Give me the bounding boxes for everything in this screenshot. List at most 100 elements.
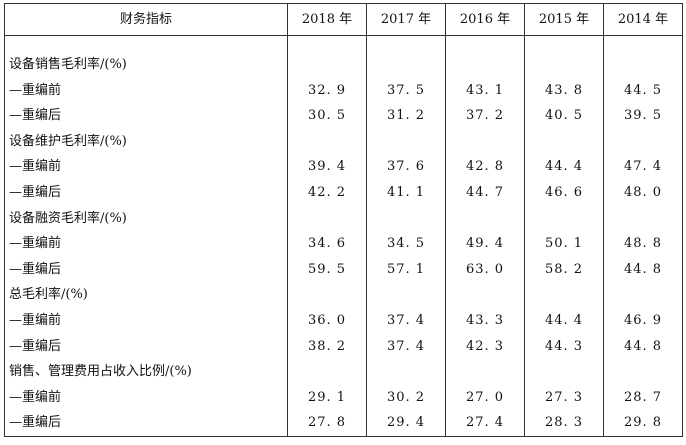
row-label: —重编后 xyxy=(4,410,288,437)
value-cell: 47. 4 xyxy=(603,154,683,180)
table-row: —重编后 42. 2 41. 1 44. 7 46. 6 48. 0 xyxy=(4,179,683,206)
row-label: —重编后 xyxy=(4,256,288,283)
value-cell xyxy=(287,205,367,232)
row-label: —重编前 xyxy=(4,77,288,104)
value-cell: 37. 2 xyxy=(445,103,525,129)
value-cell: 44. 5 xyxy=(603,77,683,104)
value-cell: 32. 9 xyxy=(287,77,367,104)
financial-table-container: 财务指标 2018 年 2017 年 2016 年 2015 年 2014 年 … xyxy=(4,3,683,437)
value-cell: 38. 2 xyxy=(287,333,367,360)
table-row: —重编后 59. 5 57. 1 63. 0 58. 2 44. 8 xyxy=(4,256,683,283)
value-cell xyxy=(445,359,525,385)
value-cell: 43. 3 xyxy=(445,307,525,334)
table-header-row: 财务指标 2018 年 2017 年 2016 年 2015 年 2014 年 xyxy=(4,3,683,36)
value-cell: 29. 1 xyxy=(287,384,367,411)
table-row: 总毛利率/(%) xyxy=(4,282,683,308)
table-row: —重编前 34. 6 34. 5 49. 4 50. 1 48. 8 xyxy=(4,231,683,257)
table-row: 设备维护毛利率/(%) xyxy=(4,128,683,155)
row-label: —重编前 xyxy=(4,154,288,180)
value-cell xyxy=(366,205,446,232)
row-label: 总毛利率/(%) xyxy=(4,282,288,308)
value-cell: 37. 4 xyxy=(366,333,446,360)
value-cell: 28. 7 xyxy=(603,384,683,411)
value-cell: 44. 8 xyxy=(603,333,683,360)
header-year: 2018 年 xyxy=(287,3,367,36)
value-cell xyxy=(366,282,446,308)
value-cell xyxy=(524,128,604,155)
value-cell: 49. 4 xyxy=(445,231,525,257)
value-cell: 34. 5 xyxy=(366,231,446,257)
value-cell xyxy=(287,359,367,385)
value-cell: 28. 3 xyxy=(524,410,604,437)
value-cell xyxy=(366,52,446,78)
value-cell xyxy=(445,52,525,78)
value-cell: 37. 6 xyxy=(366,154,446,180)
financial-metrics-table: 财务指标 2018 年 2017 年 2016 年 2015 年 2014 年 … xyxy=(4,3,683,437)
header-metric: 财务指标 xyxy=(4,3,288,36)
value-cell: 40. 5 xyxy=(524,103,604,129)
value-cell xyxy=(287,282,367,308)
spacer-row xyxy=(4,35,683,52)
table-row: —重编前 29. 1 30. 2 27. 0 27. 3 28. 7 xyxy=(4,384,683,411)
value-cell xyxy=(445,205,525,232)
value-cell: 44. 4 xyxy=(524,307,604,334)
value-cell: 44. 3 xyxy=(524,333,604,360)
table-row: —重编前 39. 4 37. 6 42. 8 44. 4 47. 4 xyxy=(4,154,683,180)
value-cell xyxy=(524,359,604,385)
value-cell: 36. 0 xyxy=(287,307,367,334)
table-row: 设备融资毛利率/(%) xyxy=(4,205,683,232)
header-year: 2017 年 xyxy=(366,3,446,36)
value-cell: 44. 8 xyxy=(603,256,683,283)
value-cell: 37. 4 xyxy=(366,307,446,334)
value-cell: 34. 6 xyxy=(287,231,367,257)
value-cell: 41. 1 xyxy=(366,179,446,206)
table-row: 设备销售毛利率/(%) xyxy=(4,52,683,78)
value-cell: 39. 4 xyxy=(287,154,367,180)
value-cell xyxy=(366,128,446,155)
table-row: —重编后 38. 2 37. 4 42. 3 44. 3 44. 8 xyxy=(4,333,683,360)
value-cell xyxy=(603,128,683,155)
header-year: 2016 年 xyxy=(445,3,525,36)
value-cell: 42. 3 xyxy=(445,333,525,360)
value-cell: 46. 6 xyxy=(524,179,604,206)
value-cell: 46. 9 xyxy=(603,307,683,334)
value-cell xyxy=(603,282,683,308)
value-cell: 27. 0 xyxy=(445,384,525,411)
row-label: 设备维护毛利率/(%) xyxy=(4,128,288,155)
value-cell: 57. 1 xyxy=(366,256,446,283)
header-year: 2015 年 xyxy=(524,3,604,36)
value-cell: 27. 4 xyxy=(445,410,525,437)
value-cell xyxy=(524,52,604,78)
value-cell: 59. 5 xyxy=(287,256,367,283)
value-cell xyxy=(287,52,367,78)
table-row: 销售、管理费用占收入比例/(%) xyxy=(4,359,683,385)
value-cell: 29. 4 xyxy=(366,410,446,437)
value-cell: 29. 8 xyxy=(603,410,683,437)
value-cell: 50. 1 xyxy=(524,231,604,257)
value-cell xyxy=(603,359,683,385)
value-cell xyxy=(603,52,683,78)
table-body: 设备销售毛利率/(%) —重编前 32. 9 37. 5 43. 1 43. 8 44. 5… xyxy=(4,35,683,437)
row-label: —重编前 xyxy=(4,231,288,257)
value-cell xyxy=(524,282,604,308)
value-cell: 27. 3 xyxy=(524,384,604,411)
row-label: —重编后 xyxy=(4,179,288,206)
row-label: —重编后 xyxy=(4,333,288,360)
value-cell xyxy=(524,205,604,232)
value-cell xyxy=(603,205,683,232)
value-cell: 63. 0 xyxy=(445,256,525,283)
value-cell xyxy=(445,282,525,308)
value-cell: 43. 8 xyxy=(524,77,604,104)
row-label: —重编前 xyxy=(4,384,288,411)
table-row: —重编后 27. 8 29. 4 27. 4 28. 3 29. 8 xyxy=(4,410,683,437)
value-cell: 42. 2 xyxy=(287,179,367,206)
row-label: —重编前 xyxy=(4,307,288,334)
value-cell: 37. 5 xyxy=(366,77,446,104)
value-cell: 39. 5 xyxy=(603,103,683,129)
row-label: —重编后 xyxy=(4,103,288,129)
value-cell: 30. 2 xyxy=(366,384,446,411)
row-label: 销售、管理费用占收入比例/(%) xyxy=(4,359,288,385)
value-cell: 44. 4 xyxy=(524,154,604,180)
value-cell xyxy=(445,128,525,155)
row-label: 设备销售毛利率/(%) xyxy=(4,52,288,78)
